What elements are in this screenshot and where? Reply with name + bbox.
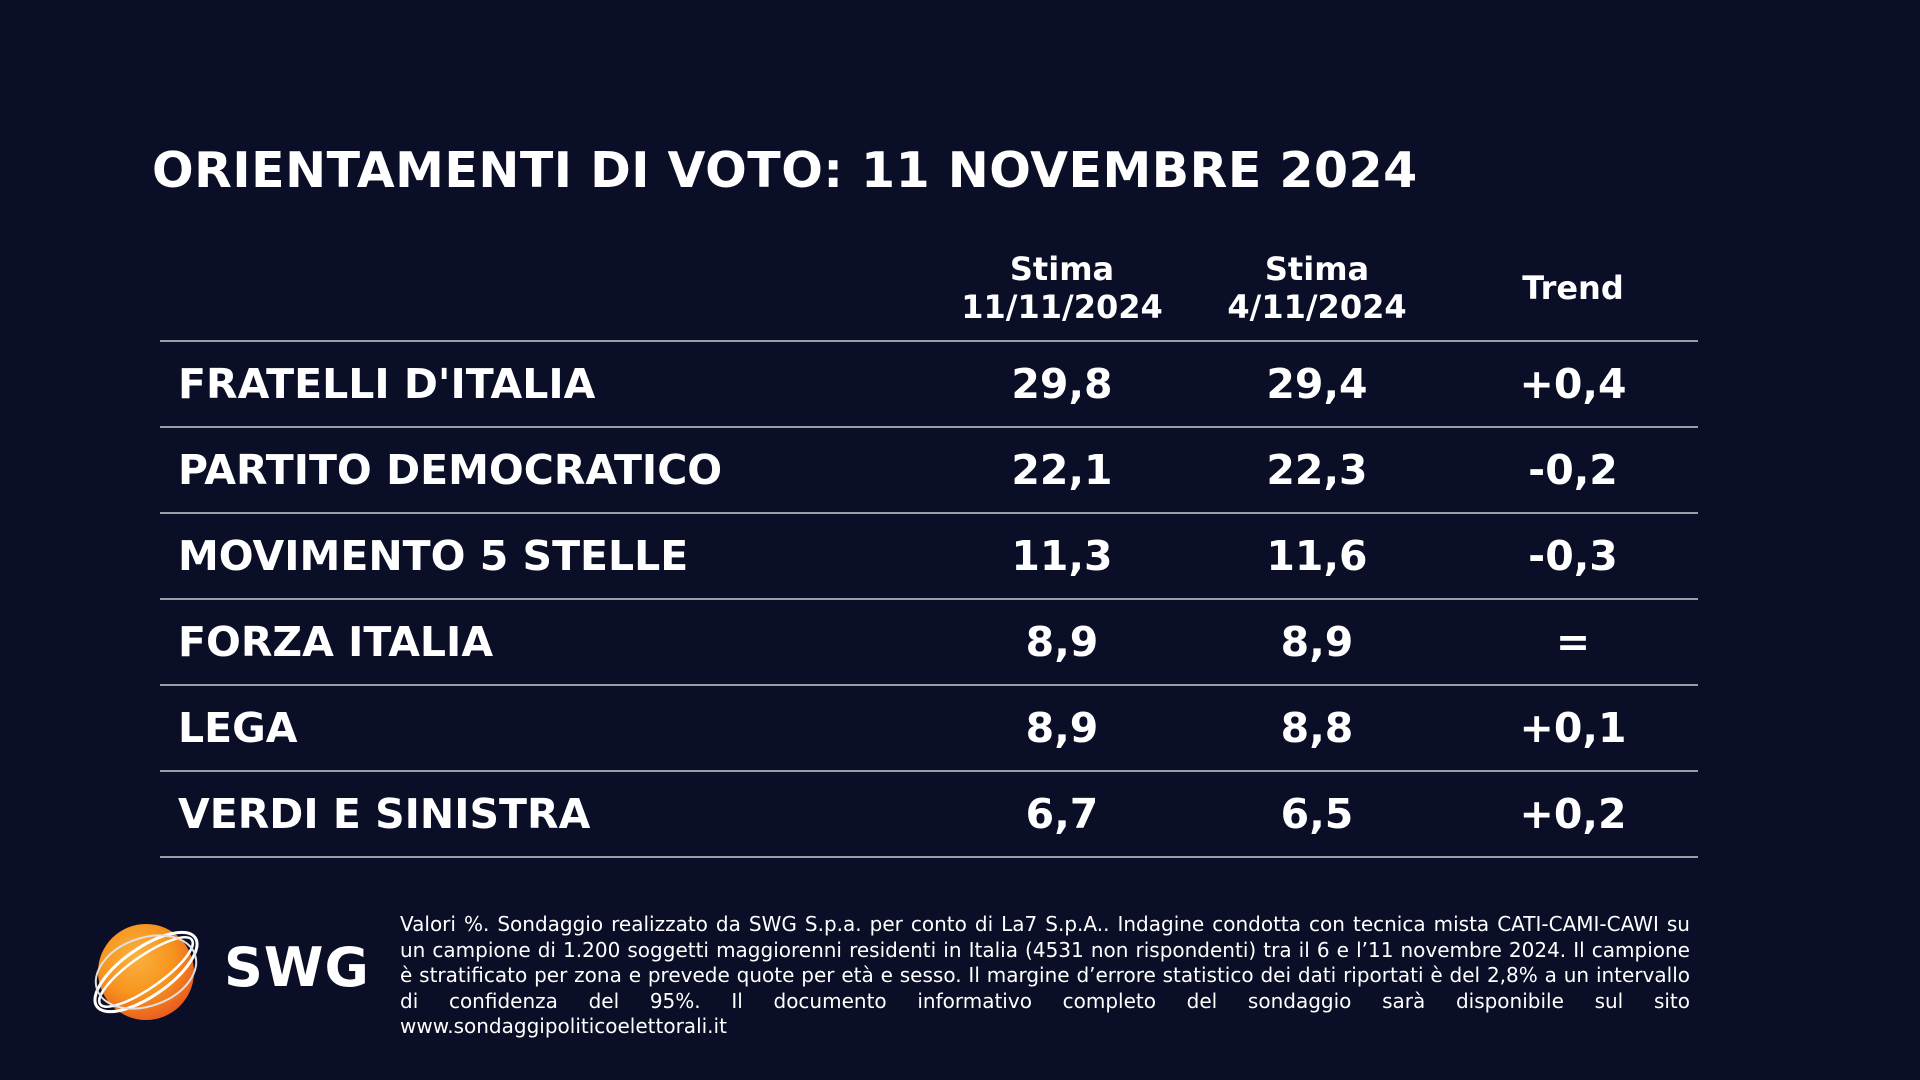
table-row: FRATELLI D'ITALIA 29,8 29,4 +0,4 [160, 342, 1698, 428]
trend-value: = [1555, 618, 1591, 666]
previous-estimate-value: 29,4 [1266, 360, 1368, 408]
current-estimate-value: 29,8 [1011, 360, 1113, 408]
column-header-current-estimate: Stima 11/11/2024 [932, 250, 1192, 326]
party-name: MOVIMENTO 5 STELLE [178, 532, 689, 580]
current-estimate-value: 11,3 [1011, 532, 1113, 580]
previous-estimate-value: 11,6 [1266, 532, 1368, 580]
column-header-date: 4/11/2024 [1227, 288, 1407, 326]
party-name: FRATELLI D'ITALIA [178, 360, 596, 408]
previous-estimate-value: 8,8 [1280, 704, 1354, 752]
column-header-line: Trend [1522, 269, 1624, 307]
party-name: FORZA ITALIA [178, 618, 494, 666]
methodology-note: Valori %. Sondaggio realizzato da SWG S.… [400, 912, 1690, 1038]
trend-value: +0,2 [1519, 790, 1627, 838]
party-name: VERDI E SINISTRA [178, 790, 591, 838]
table-row: VERDI E SINISTRA 6,7 6,5 +0,2 [160, 772, 1698, 858]
table-body: FRATELLI D'ITALIA 29,8 29,4 +0,4 PARTITO DEM… [160, 342, 1698, 858]
previous-estimate-value: 6,5 [1280, 790, 1354, 838]
column-header-date: 11/11/2024 [961, 288, 1163, 326]
table-row: PARTITO DEMOCRATICO 22,1 22,3 -0,2 [160, 428, 1698, 514]
column-header-line: Stima [1264, 250, 1370, 288]
current-estimate-value: 6,7 [1025, 790, 1099, 838]
column-header-line: Stima [1009, 250, 1115, 288]
column-header-trend: Trend [1443, 269, 1703, 307]
trend-value: +0,4 [1519, 360, 1627, 408]
table-row: LEGA 8,9 8,8 +0,1 [160, 686, 1698, 772]
orange-globe-with-orbit-icon [93, 924, 199, 1020]
table-row: FORZA ITALIA 8,9 8,9 = [160, 600, 1698, 686]
trend-value: -0,2 [1528, 446, 1618, 494]
trend-value: -0,3 [1528, 532, 1618, 580]
table-header: Stima 11/11/2024 Stima 4/11/2024 Trend [160, 248, 1698, 342]
logo-text: SWG [224, 936, 370, 999]
table-row: MOVIMENTO 5 STELLE 11,3 11,6 -0,3 [160, 514, 1698, 600]
party-name: PARTITO DEMOCRATICO [178, 446, 723, 494]
trend-value: +0,1 [1519, 704, 1627, 752]
current-estimate-value: 8,9 [1025, 618, 1099, 666]
current-estimate-value: 22,1 [1011, 446, 1113, 494]
previous-estimate-value: 8,9 [1280, 618, 1354, 666]
column-header-previous-estimate: Stima 4/11/2024 [1187, 250, 1447, 326]
page-title: ORIENTAMENTI DI VOTO: 11 NOVEMBRE 2024 [152, 142, 1418, 199]
poll-table: Stima 11/11/2024 Stima 4/11/2024 Trend F… [160, 248, 1698, 858]
swg-logo: SWG [78, 912, 378, 1032]
party-name: LEGA [178, 704, 298, 752]
current-estimate-value: 8,9 [1025, 704, 1099, 752]
previous-estimate-value: 22,3 [1266, 446, 1368, 494]
